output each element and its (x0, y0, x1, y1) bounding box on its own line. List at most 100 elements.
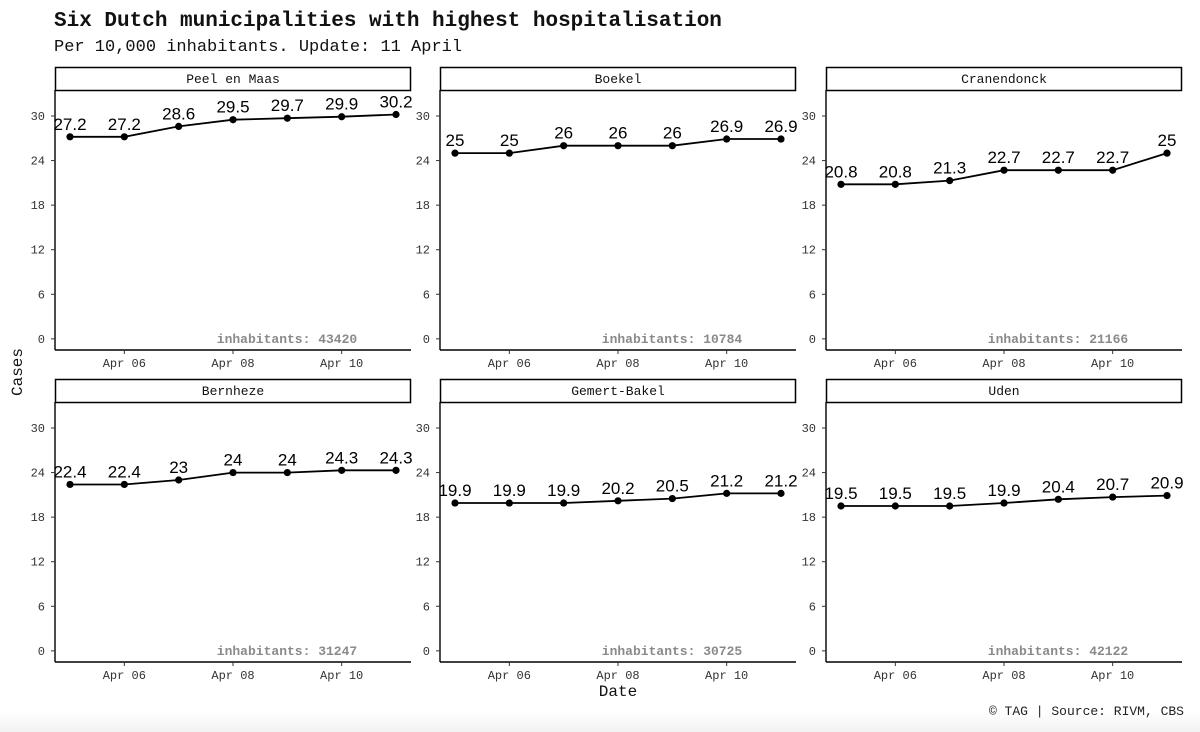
data-point (614, 142, 622, 150)
facet-strip (439, 378, 797, 404)
data-point (505, 149, 513, 157)
y-tick-label: 6 (423, 600, 430, 614)
x-tick-label: Apr 10 (320, 669, 363, 683)
data-point (175, 122, 183, 130)
x-tick-label: Apr 10 (705, 357, 748, 371)
data-point (175, 476, 183, 484)
data-point (392, 110, 400, 119)
chart-title: Six Dutch municipalities with highest ho… (54, 10, 722, 33)
inhabitants-annotation: inhabitants: 21166 (988, 332, 1129, 347)
data-label: 20.7 (1096, 475, 1129, 494)
data-label: 22.7 (987, 148, 1020, 167)
x-tick-label: Apr 08 (596, 669, 639, 683)
y-tick-label: 18 (31, 511, 45, 525)
data-point (338, 113, 346, 121)
y-tick-label: 12 (802, 556, 816, 570)
data-label: 25 (446, 131, 465, 150)
x-tick-label: Apr 08 (211, 357, 254, 371)
data-label: 19.9 (987, 481, 1020, 500)
y-tick-label: 12 (416, 556, 430, 570)
data-label: 28.6 (162, 104, 195, 123)
x-tick-label: Apr 10 (320, 357, 363, 371)
data-point (837, 502, 845, 510)
x-tick-label: Apr 06 (488, 669, 531, 683)
y-tick-label: 24 (31, 155, 45, 169)
data-point (120, 480, 128, 489)
data-point (1054, 495, 1062, 503)
x-tick-label: Apr 06 (874, 357, 917, 371)
data-point (392, 466, 400, 474)
data-point (1000, 499, 1008, 507)
y-tick-label: 0 (809, 333, 816, 347)
facet-strip (439, 66, 797, 92)
y-tick-label: 0 (38, 333, 45, 347)
data-point (777, 135, 785, 143)
data-label: 24 (278, 451, 297, 470)
data-point (891, 502, 899, 510)
x-tick-label: Apr 10 (1091, 357, 1134, 371)
data-point (723, 135, 731, 143)
y-axis-title: Cases (9, 348, 27, 396)
data-point (505, 499, 513, 507)
facet-strip-label: Peel en Maas (186, 72, 280, 87)
data-label: 26 (554, 124, 573, 143)
data-point (66, 480, 74, 489)
data-point (891, 180, 899, 188)
data-point (946, 177, 954, 185)
data-point (120, 133, 128, 141)
data-label: 20.9 (1150, 474, 1183, 493)
data-label: 26.9 (710, 117, 743, 136)
y-tick-label: 30 (802, 422, 816, 436)
y-tick-label: 30 (31, 422, 45, 436)
inhabitants-annotation: inhabitants: 31247 (217, 644, 357, 659)
data-label: 19.9 (547, 481, 580, 500)
data-point (229, 116, 237, 124)
x-axis-title: Date (599, 683, 637, 701)
y-tick-label: 6 (809, 288, 816, 302)
chart-caption: © TAG | Source: RIVM, CBS (988, 704, 1184, 719)
data-point (229, 468, 237, 477)
data-label: 20.8 (879, 162, 912, 181)
x-tick-label: Apr 08 (982, 669, 1025, 683)
data-point (668, 494, 676, 503)
data-point (451, 499, 459, 507)
y-tick-label: 0 (809, 645, 816, 659)
x-tick-label: Apr 06 (488, 357, 531, 371)
y-tick-label: 18 (416, 511, 430, 525)
data-label: 19.5 (879, 484, 912, 503)
y-tick-label: 12 (31, 244, 45, 258)
x-tick-label: Apr 08 (982, 357, 1025, 371)
x-tick-label: Apr 06 (103, 669, 146, 683)
data-point (451, 149, 459, 157)
data-label: 30.2 (379, 93, 412, 112)
facet-strip (54, 378, 412, 404)
data-point (560, 499, 568, 507)
facet-strip (825, 66, 1183, 92)
data-label: 19.9 (438, 481, 471, 500)
facet-strip-label: Gemert-Bakel (571, 384, 665, 399)
x-tick-label: Apr 06 (874, 669, 917, 683)
data-label: 25 (1158, 131, 1177, 150)
data-label: 21.3 (933, 159, 966, 178)
data-label: 22.7 (1096, 148, 1129, 167)
facet-strip (825, 378, 1183, 404)
data-label: 27.2 (53, 115, 86, 134)
x-tick-label: Apr 10 (1091, 669, 1134, 683)
inhabitants-annotation: inhabitants: 30725 (602, 644, 743, 659)
y-tick-label: 18 (802, 199, 816, 213)
data-label: 23 (169, 458, 188, 477)
data-point (668, 142, 676, 150)
y-tick-label: 18 (802, 511, 816, 525)
data-label: 24 (224, 451, 243, 470)
data-point (723, 489, 731, 497)
x-tick-label: Apr 10 (705, 669, 748, 683)
y-tick-label: 6 (38, 288, 45, 302)
y-tick-label: 24 (802, 155, 816, 169)
data-point (560, 142, 568, 150)
data-label: 19.5 (933, 484, 966, 503)
data-label: 29.9 (325, 95, 358, 114)
inhabitants-annotation: inhabitants: 43420 (217, 332, 358, 347)
data-label: 22.4 (108, 462, 141, 481)
y-tick-label: 12 (31, 556, 45, 570)
